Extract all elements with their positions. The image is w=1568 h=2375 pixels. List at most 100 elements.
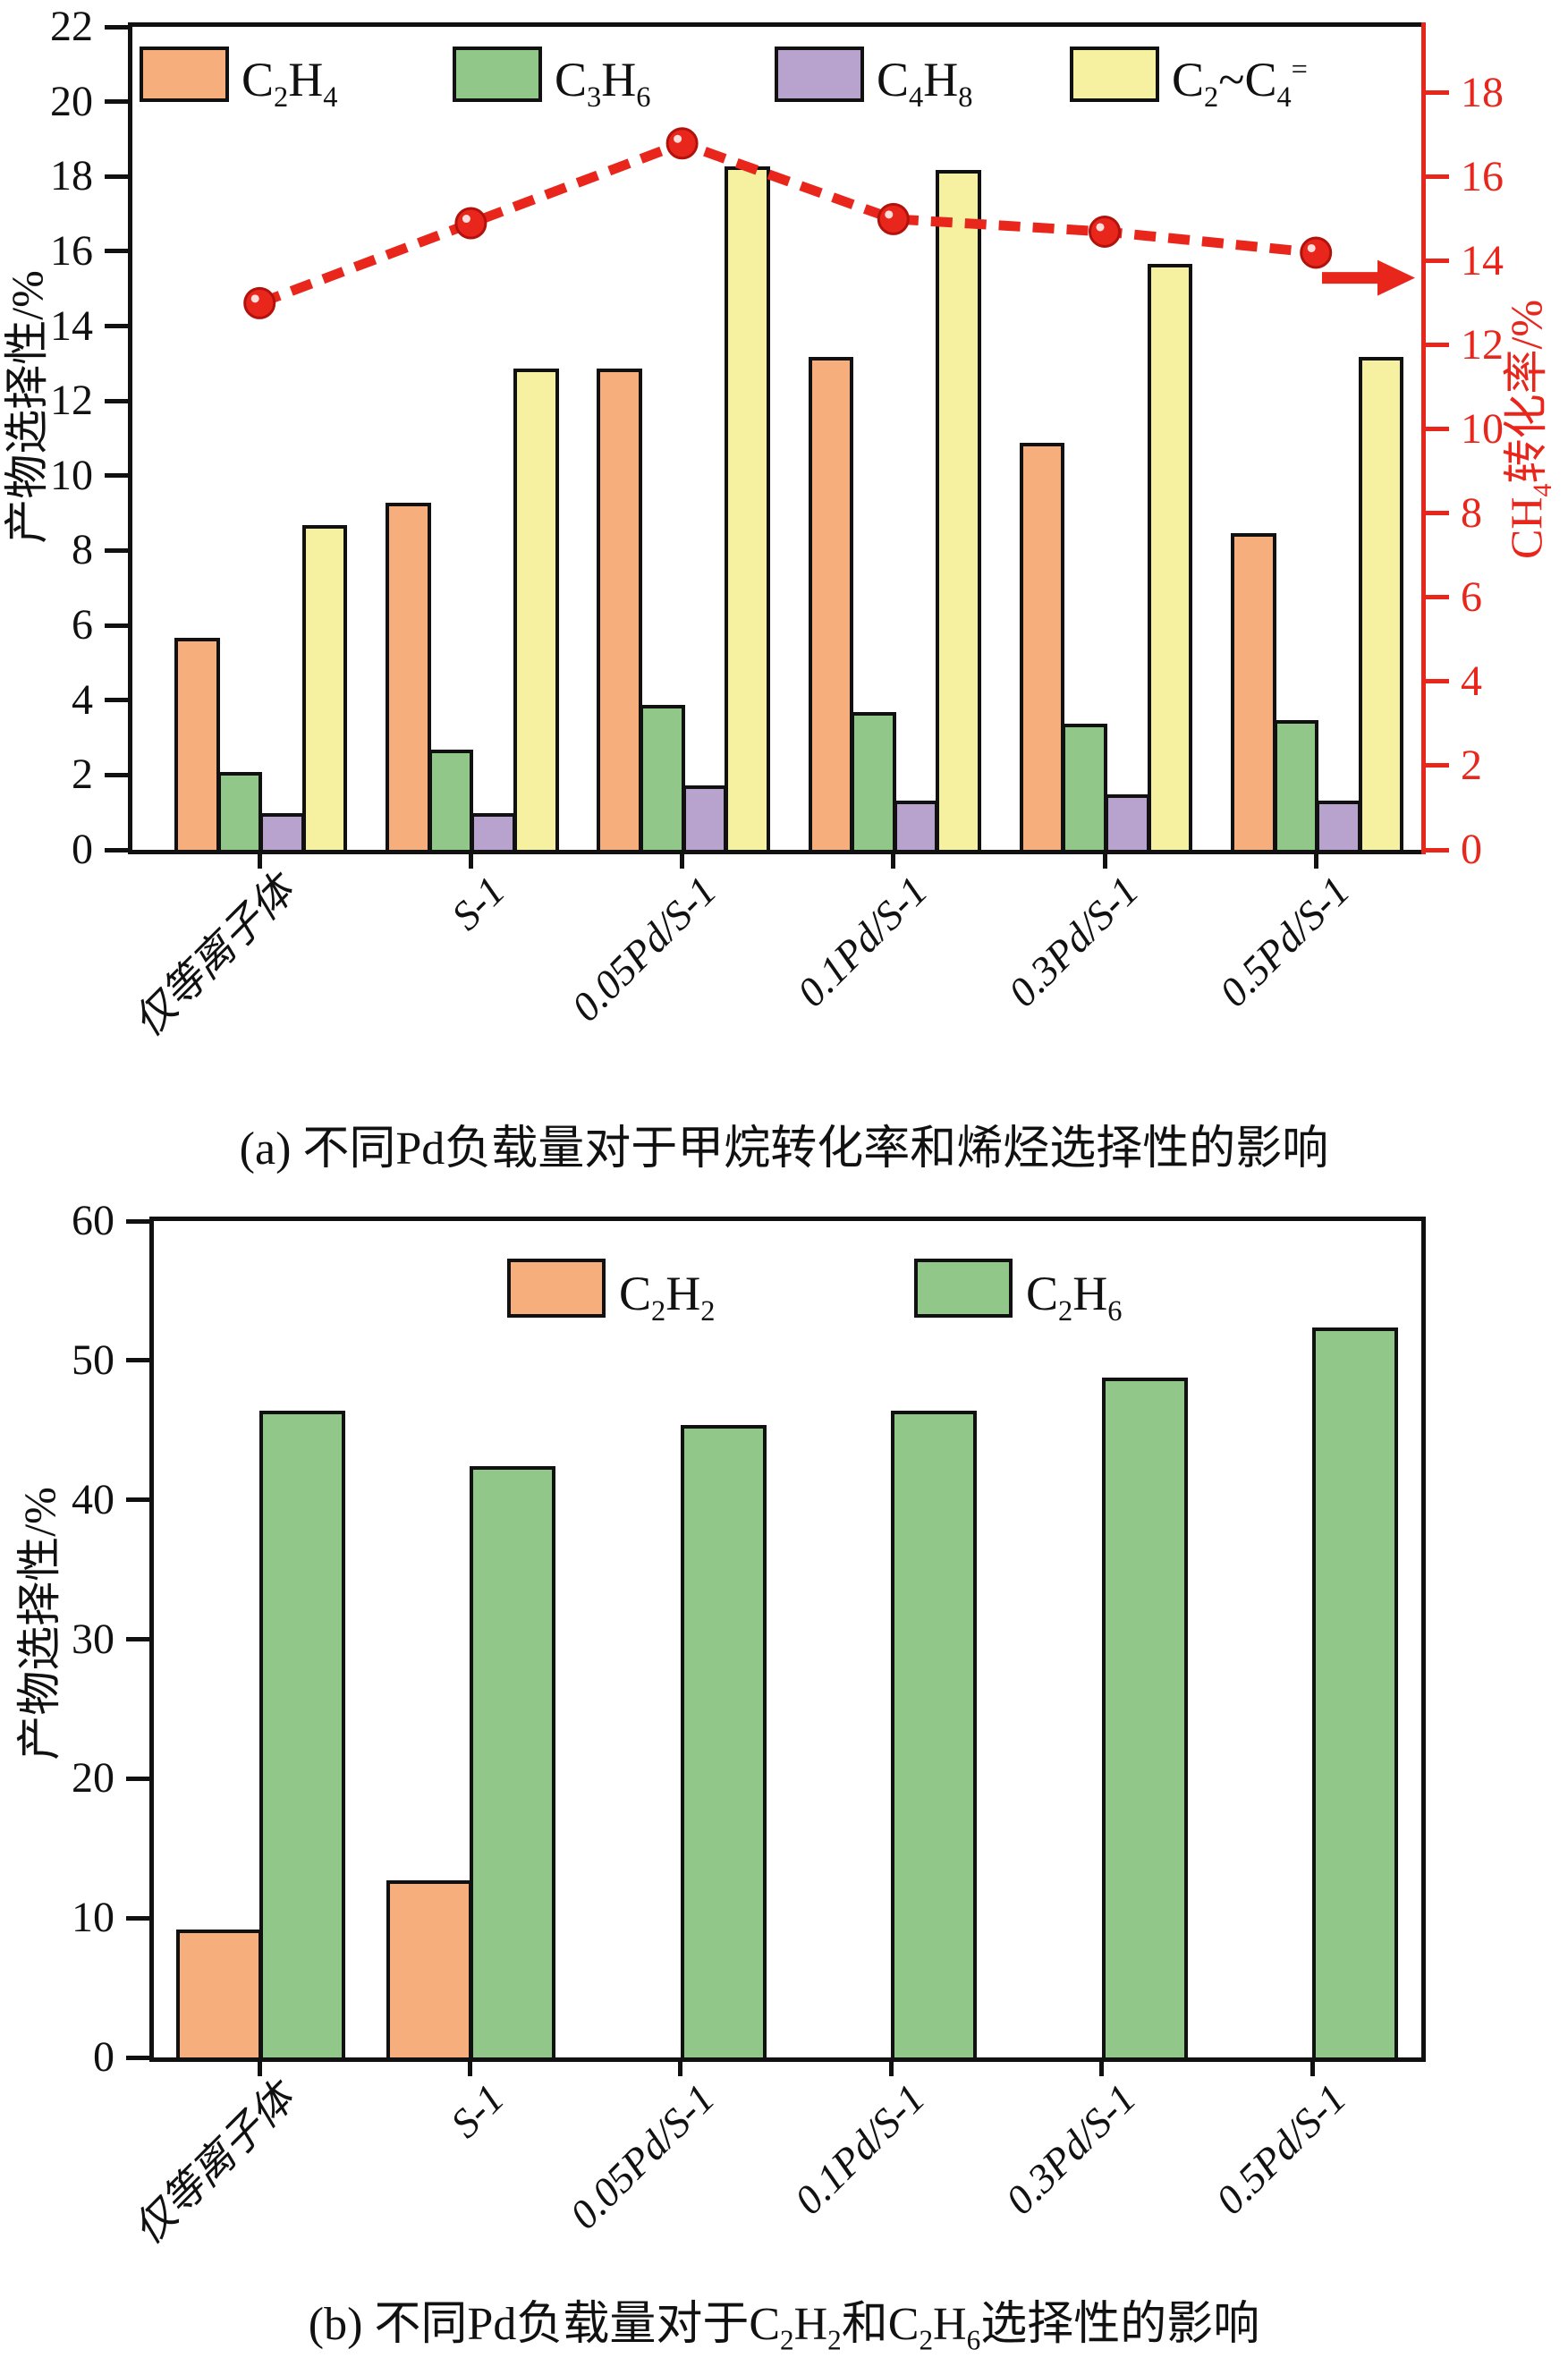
left-axis-tick-label: 22 [50,3,93,50]
legend-swatch [914,1259,1013,1318]
category-label: 0.05Pd/S-1 [561,2074,724,2238]
right-axis-tick [1426,847,1449,852]
bar-c4h8 [682,785,728,850]
left-axis-tick-label: 20 [50,77,93,125]
y-axis-right-spine [1421,22,1426,854]
left-axis-tick-label: 20 [72,1754,114,1802]
legend-label: C4H8 [877,53,973,114]
bar-c2c4 [725,166,770,850]
legend-swatch [1070,47,1159,102]
x-axis-tick [467,2062,472,2076]
legend-swatch [140,47,229,102]
bar-c3h6 [1062,724,1107,850]
bar-c2c4 [301,525,348,850]
left-axis-tick-label: 6 [72,601,93,649]
right-axis-tick-label: 2 [1461,741,1482,789]
left-axis-tick [105,772,128,777]
bar-c4h8 [1316,801,1361,850]
legend-swatch [453,47,542,102]
right-axis-tick-label: 10 [1461,404,1504,453]
y-axis-left-spine [149,1217,154,2062]
left-axis-tick [126,2055,149,2060]
bar-c3h6 [216,772,263,850]
category-label: 仅等离子体 [124,867,303,1046]
left-axis-tick-label: 12 [50,377,93,425]
right-axis-arrow-head [1377,259,1415,296]
right-axis-tick [1426,343,1449,348]
bar-c3h6 [428,750,474,850]
left-axis-tick [105,698,128,703]
right-axis-tick [1426,511,1449,516]
left-axis-tick-label: 0 [93,2033,114,2081]
bar-c2c4 [513,369,559,850]
left-axis-tick [105,99,128,105]
x-axis-tick [257,2062,262,2076]
category-label: 0.5Pd/S-1 [1210,867,1360,1016]
x-axis-spine [149,2057,1426,2062]
line-marker [1300,236,1333,269]
right-axis-tick [1426,174,1449,180]
right-axis-tick [1426,595,1449,600]
category-label: S-1 [442,867,514,939]
line-marker [243,286,276,319]
left-axis-tick-label: 2 [72,751,93,799]
x-axis-spine [128,850,1426,854]
left-axis-tick [105,398,128,403]
category-label: S-1 [441,2074,513,2147]
legend-label: C2H2 [619,1267,716,1327]
x-axis-tick [678,2062,683,2076]
line-marker [454,207,487,240]
x-axis-tick [680,854,685,869]
right-axis-tick [1426,763,1449,768]
left-axis-tick-label: 14 [50,301,93,350]
right-axis-tick-label: 4 [1461,657,1482,705]
legend-swatch [775,47,864,102]
left-axis-tick-label: 16 [50,226,93,275]
left-axis-tick [126,1776,149,1781]
left-axis-tick-label: 50 [72,1336,114,1384]
bar-c2h6 [1101,1378,1188,2057]
bar-c2h6 [1312,1327,1398,2057]
left-axis-tick [126,1497,149,1503]
bar-c2c4 [1147,264,1193,850]
panel-a-right-axis-title: CH4转化率/% [1501,299,1557,560]
bar-c4h8 [259,813,305,850]
left-axis-tick-label: 4 [72,675,93,724]
x-axis-tick [1309,2062,1315,2076]
category-label: 0.1Pd/S-1 [785,2074,935,2224]
legend-label: C3H6 [555,53,651,114]
right-axis-tick-label: 12 [1461,320,1504,369]
left-axis-tick [105,249,128,254]
bar-c2h4 [808,357,854,850]
top-spine [128,22,1426,27]
bar-c2h2 [386,1880,473,2057]
category-label: 0.3Pd/S-1 [999,867,1148,1016]
left-axis-tick [126,1358,149,1363]
right-axis-tick-label: 18 [1461,68,1504,116]
bar-c2h6 [680,1425,767,2057]
right-axis-tick-label: 0 [1461,826,1482,873]
bar-c2h2 [176,1930,262,2057]
left-axis-tick-label: 30 [72,1615,114,1663]
panel-a-left-axis-title: 产物选择性/% [2,270,52,544]
left-axis-tick-label: 18 [50,152,93,200]
right-axis-tick-label: 16 [1461,152,1504,200]
y-axis-left-spine [128,22,132,854]
x-axis-tick [891,854,896,869]
line-marker [665,127,699,160]
bar-c4h8 [470,813,516,850]
panel-a-plot-area: 0 2 4 6 8 10 12 14 16 18 20 22 0 2 4 6 8 10 12 14 16 18 仅等离子体 S… [50,5,1504,1046]
x-axis-tick [257,854,262,869]
left-axis-tick [105,174,128,179]
legend-label: C2~C4= [1172,53,1308,114]
caption-b: (b) 不同Pd负载量对于C2H2和C2H6选择性的影响 [308,2299,1260,2356]
y-axis-right-spine [1421,1217,1426,2062]
right-axis-tick [1426,259,1449,264]
x-axis-tick [468,854,473,869]
left-axis-tick-label: 10 [72,1894,114,1942]
right-axis-tick [1426,427,1449,432]
bar-c4h8 [893,801,939,850]
category-label: 0.05Pd/S-1 [563,867,725,1031]
bar-c3h6 [851,712,896,850]
